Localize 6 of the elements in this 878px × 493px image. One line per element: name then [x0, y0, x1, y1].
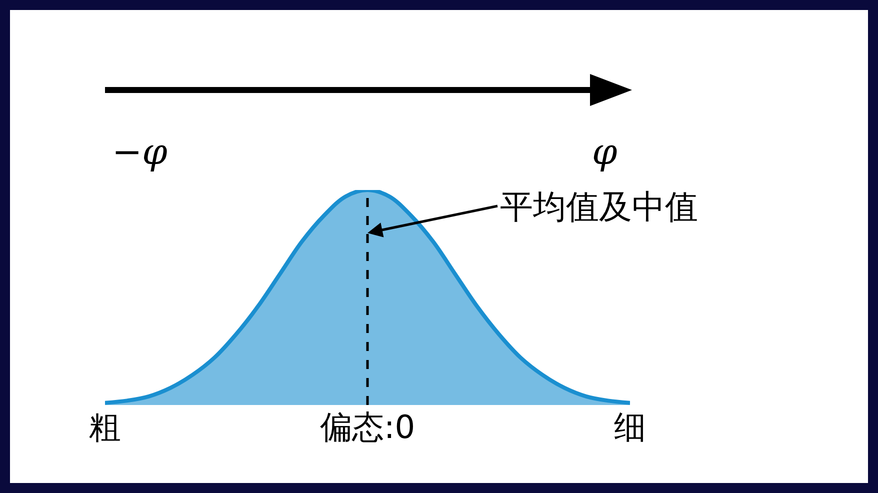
x-tick-label: 粗 — [89, 408, 121, 446]
x-tick-label: 偏态:0 — [320, 408, 416, 446]
annotation: 平均值及中值 — [500, 187, 698, 226]
x-tick-label: 细 — [614, 408, 646, 446]
text: −φ — [112, 132, 168, 173]
text: φ — [592, 132, 618, 173]
